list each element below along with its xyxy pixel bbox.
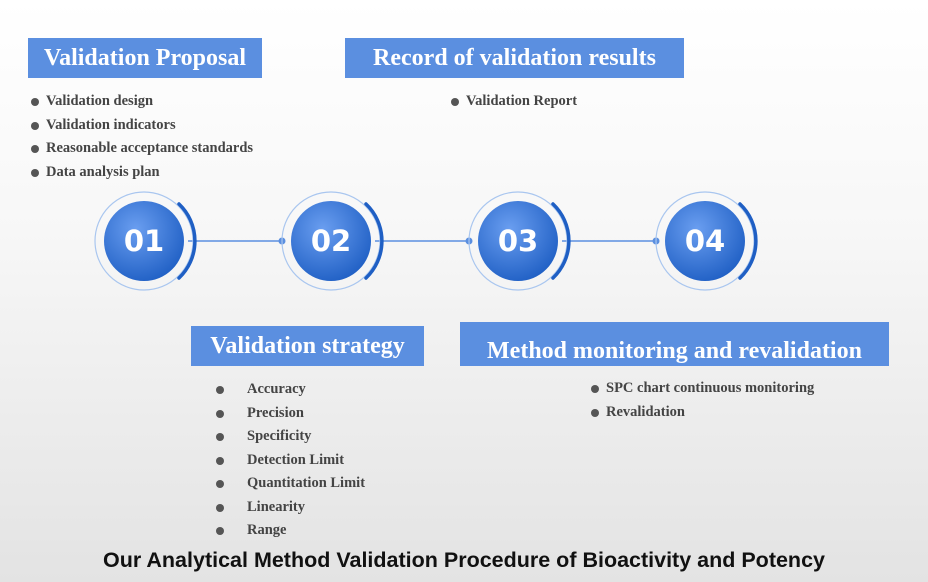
list-item: Linearity bbox=[215, 496, 365, 520]
step-number-3: 03 bbox=[498, 224, 538, 258]
bullet-icon bbox=[216, 433, 224, 441]
list-item: Range bbox=[215, 519, 365, 543]
bullet-icon bbox=[216, 527, 224, 535]
bullet-icon bbox=[216, 456, 224, 465]
bullet-icon bbox=[31, 145, 39, 153]
list-item: Revalidation bbox=[590, 401, 814, 425]
bullet-icon bbox=[591, 385, 599, 393]
bullet-icon bbox=[31, 98, 39, 106]
bullet-icon bbox=[216, 386, 224, 394]
step-number-1: 01 bbox=[124, 224, 164, 258]
bullet-icon bbox=[216, 503, 224, 512]
method-monitoring-list: SPC chart continuous monitoring Revalida… bbox=[590, 377, 814, 424]
bullet-icon bbox=[31, 121, 39, 130]
list-item: SPC chart continuous monitoring bbox=[590, 377, 814, 401]
list-item: Validation indicators bbox=[30, 114, 253, 138]
section-header-record-results: Record of validation results bbox=[345, 38, 684, 78]
list-item: Data analysis plan bbox=[30, 161, 253, 185]
section-header-method-monitoring: Method monitoring and revalidation bbox=[460, 322, 889, 366]
bullet-icon bbox=[31, 168, 39, 177]
list-item: Accuracy bbox=[215, 378, 365, 402]
bullet-icon bbox=[451, 98, 459, 106]
list-item: Quantitation Limit bbox=[215, 472, 365, 496]
connector-lines bbox=[188, 237, 660, 245]
record-results-list: Validation Report bbox=[450, 90, 577, 114]
diagram-caption: Our Analytical Method Validation Procedu… bbox=[103, 548, 825, 572]
step-number-4: 04 bbox=[685, 224, 725, 258]
list-item: Precision bbox=[215, 402, 365, 426]
step-number-2: 02 bbox=[311, 224, 351, 258]
step-circle-4: 04 bbox=[655, 191, 758, 291]
validation-proposal-list: Validation design Validation indicators … bbox=[30, 90, 253, 184]
step-circle-1: 01 bbox=[94, 191, 197, 291]
section-header-validation-strategy: Validation strategy bbox=[191, 326, 424, 366]
list-item: Validation design bbox=[30, 90, 253, 114]
bullet-icon bbox=[216, 409, 224, 418]
step-circle-2: 02 bbox=[281, 191, 384, 291]
bullet-icon bbox=[591, 408, 599, 417]
validation-strategy-list: Accuracy Precision Specificity Detection… bbox=[215, 378, 365, 543]
bullet-icon bbox=[216, 480, 224, 488]
list-item: Validation Report bbox=[450, 90, 577, 114]
list-item: Reasonable acceptance standards bbox=[30, 137, 253, 161]
list-item: Detection Limit bbox=[215, 449, 365, 473]
step-circle-3: 03 bbox=[468, 191, 571, 291]
section-header-validation-proposal: Validation Proposal bbox=[28, 38, 262, 78]
list-item: Specificity bbox=[215, 425, 365, 449]
